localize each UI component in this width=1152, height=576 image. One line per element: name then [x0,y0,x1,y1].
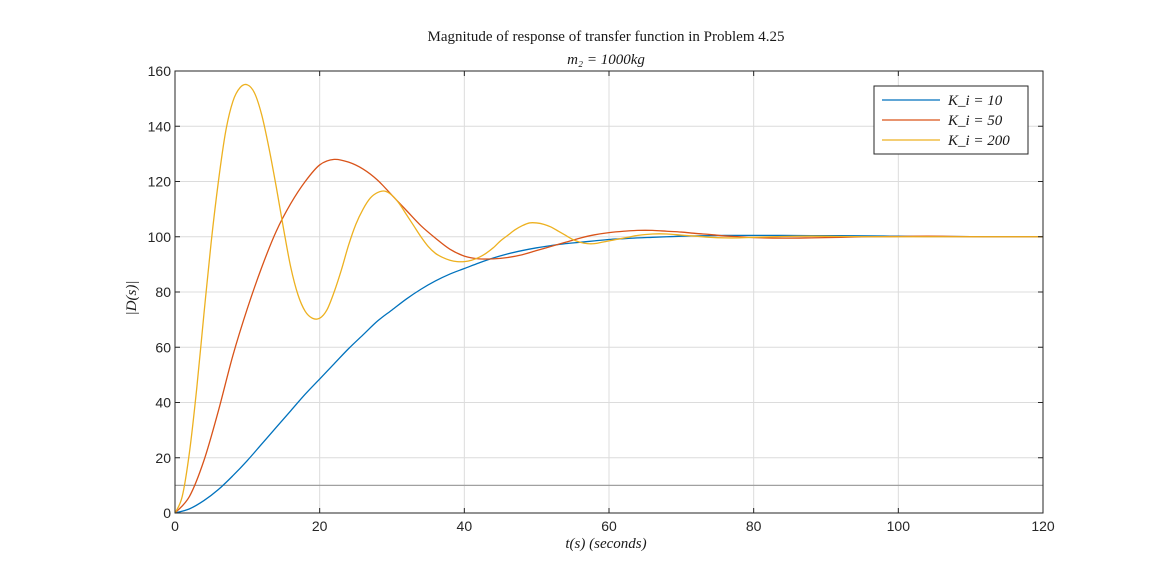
x-tick-label: 60 [601,518,617,534]
x-tick-label: 0 [171,518,179,534]
x-tick-label: 100 [887,518,911,534]
x-tick-label: 40 [457,518,473,534]
series-line-2 [174,158,1043,514]
series-line-1 [174,234,1043,514]
y-tick-label: 140 [148,118,172,134]
x-tick-label: 20 [312,518,328,534]
chart-title: Magnitude of response of transfer functi… [427,29,784,45]
legend-label-1: K_i = 10 [947,93,1003,109]
y-tick-label: 80 [155,284,171,300]
legend-label-3: K_i = 200 [947,133,1010,149]
series-lines [174,83,1043,514]
chart-subtitle: m₂ = 1000kg [567,52,645,68]
y-axis-ticks: 0 20 40 60 80 100 120 140 160 [148,63,1043,521]
series-line-3 [174,83,1043,514]
x-axis-ticks: 0 20 40 60 80 100 120 [171,71,1055,534]
y-tick-label: 60 [155,339,171,355]
legend-label-2: K_i = 50 [947,113,1003,129]
x-tick-label: 120 [1031,518,1055,534]
y-tick-label: 0 [163,505,171,521]
y-axis-label: |D(s)| [124,281,140,316]
x-tick-label: 80 [746,518,762,534]
x-axis-label: t(s) (seconds) [565,536,646,552]
y-tick-label: 120 [148,174,172,190]
y-tick-label: 40 [155,395,171,411]
y-tick-label: 160 [148,63,172,79]
y-tick-label: 100 [148,229,172,245]
legend: K_i = 10 K_i = 50 K_i = 200 [873,85,1029,155]
y-tick-label: 20 [155,450,171,466]
